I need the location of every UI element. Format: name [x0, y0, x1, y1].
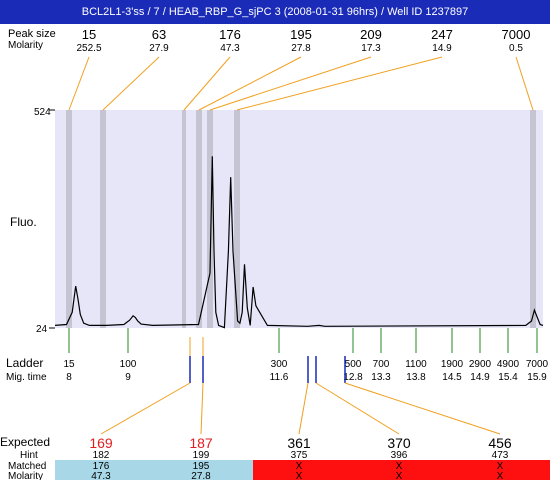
matched-size: 195 [193, 461, 210, 472]
ladder-mig-time: 15.4 [498, 372, 518, 383]
ladder-mig-time: 11.6 [270, 372, 289, 383]
peak-size: 209 [360, 27, 382, 42]
peak-molarity: 0.5 [509, 43, 523, 54]
ladder-size: 1900 [441, 359, 464, 370]
peak-molarity: 17.3 [361, 43, 381, 54]
matched-molarity: 47.3 [91, 471, 111, 480]
ladder-size: 15 [63, 359, 75, 370]
window-title: BCL2L1-3'ss / 7 / HEAB_RBP_G_sjPC 3 (200… [0, 0, 550, 24]
ladder-mig-time: 12.8 [343, 372, 363, 383]
peak-size: 247 [431, 27, 453, 42]
unmatched-status-band [253, 460, 550, 480]
peak-leader-line [68, 56, 90, 111]
matched-size: X [396, 461, 403, 472]
ladder-size: 2900 [469, 359, 492, 370]
ladder-size: 4900 [497, 359, 520, 370]
peak-size: 15 [82, 27, 96, 42]
ladder-size: 7000 [526, 359, 549, 370]
ladder-mig-time: 14.5 [442, 372, 462, 383]
expected-leader-line [100, 382, 191, 435]
matched-size: 176 [93, 461, 110, 472]
ladder-mig-time: 9 [125, 372, 131, 383]
fluo-label: Fluo. [10, 215, 37, 229]
matched-size: X [296, 461, 303, 472]
expected-leader-line [298, 382, 309, 435]
hint-size: 473 [492, 450, 509, 461]
expected-size: 370 [387, 435, 411, 451]
peak-band [530, 110, 536, 328]
fluorescence-trace [54, 156, 544, 329]
plot-background [55, 110, 543, 328]
ladder-size: 300 [271, 359, 288, 370]
ladder-size: 500 [345, 359, 362, 370]
hint-size: 396 [391, 450, 408, 461]
y-axis-min-label: 24 [36, 324, 48, 335]
peak-molarity: 14.9 [432, 43, 452, 54]
peak-band [196, 110, 202, 328]
expected-size: 187 [189, 435, 213, 451]
molarity-label: Molarity [8, 40, 43, 51]
peak-molarity: 47.3 [220, 43, 240, 54]
matched-status-band [55, 460, 253, 480]
mig-time-label: Mig. time [6, 372, 47, 383]
peak-molarity: 27.8 [291, 43, 311, 54]
peak-size-label: Peak size [8, 28, 56, 40]
expected-leader-line [344, 382, 501, 435]
ladder-label: Ladder [6, 356, 43, 370]
peak-size: 7000 [502, 27, 531, 42]
bottom-molarity-label: Molarity [8, 471, 43, 480]
matched-molarity: X [396, 471, 403, 480]
peak-leader-line [209, 56, 372, 111]
peak-size: 63 [152, 27, 166, 42]
expected-size: 361 [287, 435, 311, 451]
matched-molarity: X [497, 471, 504, 480]
peak-leader-line [236, 56, 443, 111]
ladder-mig-time: 13.8 [406, 372, 426, 383]
peak-molarity: 27.9 [149, 43, 169, 54]
ladder-mig-time: 14.9 [470, 372, 490, 383]
ladder-mig-time: 13.3 [371, 372, 391, 383]
expected-leader-line [315, 382, 400, 435]
matched-label: Matched [8, 461, 46, 472]
ladder-size: 100 [120, 359, 137, 370]
peak-molarity: 252.5 [76, 43, 101, 54]
ladder-size: 700 [373, 359, 390, 370]
peak-leader-line [198, 56, 302, 111]
expected-leader-line [200, 382, 204, 435]
peak-leader-line [515, 56, 534, 111]
hint-size: 375 [291, 450, 308, 461]
expected-label: Expected [0, 435, 50, 449]
matched-molarity: X [296, 471, 303, 480]
expected-size: 169 [89, 435, 113, 451]
hint-size: 199 [193, 450, 210, 461]
ladder-size: 1100 [405, 359, 427, 370]
peak-band [66, 110, 72, 328]
peak-band [234, 110, 240, 328]
expected-size: 456 [488, 435, 512, 451]
matched-molarity: 27.8 [191, 471, 211, 480]
ladder-mig-time: 8 [66, 372, 72, 383]
y-axis-max-label: 524 [34, 107, 51, 118]
peak-band [207, 110, 213, 328]
hint-size: 182 [93, 450, 110, 461]
matched-size: X [497, 461, 504, 472]
peak-leader-line [183, 56, 231, 111]
hint-label: Hint [20, 450, 38, 461]
peak-band [182, 110, 186, 328]
ladder-mig-time: 15.9 [527, 372, 547, 383]
peak-band [100, 110, 106, 328]
peak-size: 176 [219, 27, 241, 42]
peak-leader-line [102, 56, 160, 111]
peak-size: 195 [290, 27, 312, 42]
